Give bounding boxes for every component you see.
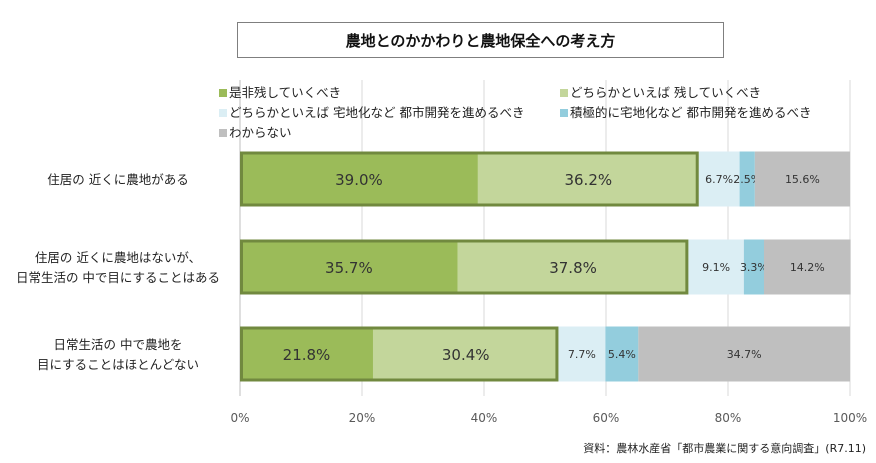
bar-segment bbox=[477, 151, 699, 207]
bar-segment bbox=[605, 326, 639, 382]
category-label: 目にすることはほとんどない bbox=[37, 357, 199, 372]
legend-label: どちらかといえば 宅地化など 都市開発を進めるべき bbox=[229, 105, 524, 120]
bar-segment bbox=[457, 239, 689, 295]
source-note: 資料：農林水産省「都市農業に関する意向調査」(R7.11) bbox=[583, 442, 866, 455]
category-label: 住居の 近くに農地がある bbox=[47, 172, 188, 187]
data-label: 9.1% bbox=[702, 261, 730, 274]
data-label: 2.5% bbox=[733, 173, 761, 186]
data-label: 14.2% bbox=[790, 261, 825, 274]
x-tick-label: 100% bbox=[833, 411, 867, 425]
x-tick-label: 20% bbox=[349, 411, 376, 425]
bar-segment bbox=[688, 239, 744, 295]
data-label: 37.8% bbox=[549, 259, 597, 277]
bar-segment bbox=[698, 151, 740, 207]
legend-swatch bbox=[560, 89, 568, 97]
bar-segment bbox=[638, 326, 850, 382]
bar-segment bbox=[372, 326, 559, 382]
x-tick-label: 0% bbox=[230, 411, 249, 425]
legend-label: わからない bbox=[229, 125, 292, 140]
legend-label: 是非残していくべき bbox=[229, 85, 341, 100]
bar-segment bbox=[240, 326, 373, 382]
x-tick-label: 80% bbox=[715, 411, 742, 425]
data-label: 21.8% bbox=[283, 346, 331, 364]
data-label: 35.7% bbox=[325, 259, 373, 277]
data-label: 6.7% bbox=[705, 173, 733, 186]
data-label: 30.4% bbox=[442, 346, 490, 364]
x-tick-label: 60% bbox=[593, 411, 620, 425]
bar-segment bbox=[240, 151, 478, 207]
chart-title: 農地とのかかわりと農地保全への考え方 bbox=[237, 22, 724, 58]
bar-segment bbox=[763, 239, 851, 295]
legend-swatch bbox=[560, 109, 568, 117]
highlight-outline bbox=[240, 151, 699, 207]
highlight-outline bbox=[240, 326, 559, 382]
category-label: 住居の 近くに農地はないが、 bbox=[35, 250, 201, 265]
highlight-outline bbox=[240, 239, 689, 295]
legend-swatch bbox=[219, 109, 227, 117]
category-label: 日常生活の 中で目にすることはある bbox=[16, 270, 220, 285]
bar-segment bbox=[739, 151, 755, 207]
data-label: 3.3% bbox=[740, 261, 768, 274]
legend-swatch bbox=[219, 129, 227, 137]
data-label: 7.7% bbox=[568, 348, 596, 361]
legend-label: 積極的に宅地化など 都市開発を進めるべき bbox=[570, 105, 811, 120]
x-tick-label: 40% bbox=[471, 411, 498, 425]
legend-label: どちらかといえば 残していくべき bbox=[570, 85, 761, 100]
data-label: 34.7% bbox=[727, 348, 762, 361]
bar-segment bbox=[240, 239, 458, 295]
data-label: 36.2% bbox=[564, 171, 612, 189]
category-label: 日常生活の 中で農地を bbox=[54, 337, 183, 352]
data-label: 39.0% bbox=[335, 171, 383, 189]
legend-swatch bbox=[219, 89, 227, 97]
bar-segment bbox=[558, 326, 606, 382]
data-label: 15.6% bbox=[785, 173, 820, 186]
data-label: 5.4% bbox=[608, 348, 636, 361]
bar-segment bbox=[754, 151, 850, 207]
bar-segment bbox=[743, 239, 764, 295]
